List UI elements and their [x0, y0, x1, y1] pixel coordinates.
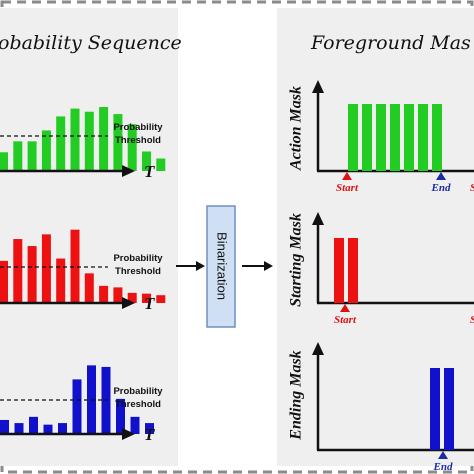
probability-bar: [156, 158, 166, 171]
probability-bar: [56, 116, 66, 171]
arrow-out-of-binarization-head: [264, 261, 273, 271]
right-panel-rows: Action Mask Start End S Starting Mask Start S E…: [288, 80, 474, 473]
mask-y-axis-arrowhead: [312, 80, 324, 93]
time-axis-arrowhead: [122, 428, 135, 440]
probability-bar: [29, 416, 38, 434]
probability-bar: [84, 273, 94, 303]
arrow-into-binarization-head: [196, 261, 205, 271]
start-marker: [340, 304, 350, 312]
probability-row-3: Probability Threshold T: [0, 365, 163, 444]
probability-bar: [127, 124, 137, 171]
mask-row-2: Starting Mask Start S: [288, 212, 474, 326]
right-panel-title: Foreground Mas: [310, 32, 471, 54]
probability-bar: [13, 141, 23, 171]
binarization-label: Binarization: [215, 232, 230, 300]
mask-bar: [376, 104, 386, 171]
end-marker: [436, 172, 446, 180]
probability-bar: [58, 423, 67, 434]
mask-row-1: Action Mask Start End S: [288, 80, 474, 194]
edge-start-label: S: [470, 182, 474, 194]
probability-bar: [99, 107, 109, 171]
probability-bar: [14, 423, 24, 434]
threshold-label-line1: Probability: [113, 122, 163, 133]
probability-bar: [145, 423, 154, 434]
start-marker: [342, 172, 352, 180]
mask-bar: [348, 238, 358, 303]
mask-row-3: Ending Mask End: [288, 342, 474, 473]
left-panel-rows: Probability Threshold T Probability Threshol…: [0, 107, 166, 444]
probability-bar: [113, 287, 123, 303]
probability-bar: [99, 285, 109, 303]
probability-bar: [0, 152, 8, 171]
threshold-label-line1: Probability: [113, 386, 163, 397]
probability-bar: [70, 108, 80, 171]
probability-bar: [56, 258, 66, 303]
probability-bar: [43, 424, 53, 434]
probability-bar: [27, 246, 37, 303]
probability-bar: [0, 419, 9, 434]
probability-bar: [0, 260, 8, 303]
time-axis-label: T: [144, 162, 155, 181]
probability-bar: [142, 293, 151, 303]
mask-bar: [432, 104, 442, 171]
end-label: End: [433, 461, 453, 473]
probability-bar: [70, 229, 80, 303]
mask-bar: [362, 104, 372, 171]
mask-bar: [348, 104, 358, 171]
time-axis-label: T: [144, 294, 155, 313]
start-label: Start: [334, 314, 357, 326]
probability-bar: [142, 151, 151, 171]
time-axis-arrowhead: [122, 297, 135, 309]
left-panel-title: obability Sequence: [0, 32, 182, 54]
mask-bar: [444, 368, 454, 450]
mask-axis-label: Starting Mask: [288, 213, 305, 307]
mask-bar: [430, 368, 440, 450]
probability-row-2: Probability Threshold T: [0, 229, 166, 313]
mask-y-axis-arrowhead: [312, 212, 324, 225]
start-label: Start: [336, 182, 359, 194]
mask-y-axis-arrowhead: [312, 342, 324, 355]
probability-bar: [72, 379, 82, 434]
threshold-label-line2: Threshold: [115, 399, 161, 410]
threshold-label-line1: Probability: [113, 253, 163, 264]
probability-bar: [13, 239, 23, 303]
mask-bar: [404, 104, 414, 171]
probability-bar: [41, 130, 51, 171]
mask-axis-label: Ending Mask: [288, 350, 305, 440]
probability-bar: [116, 398, 125, 434]
time-axis-arrowhead: [122, 165, 135, 177]
end-marker: [438, 451, 448, 459]
mask-axis-label: Action Mask: [288, 86, 305, 171]
probability-bar: [113, 114, 123, 171]
mask-bar: [418, 104, 428, 171]
threshold-label-line2: Threshold: [115, 135, 161, 146]
edge-start-label: S: [470, 314, 474, 326]
probability-bar: [84, 111, 94, 171]
probability-row-1: Probability Threshold T: [0, 107, 166, 181]
probability-bar: [130, 416, 140, 434]
threshold-label-line2: Threshold: [115, 266, 161, 277]
right-panel: [277, 8, 474, 466]
probability-bar: [41, 234, 51, 303]
time-axis-label: T: [144, 425, 155, 444]
binarization-box: [206, 205, 236, 328]
mask-bar: [334, 238, 344, 303]
probability-bar: [27, 141, 37, 171]
probability-bar: [156, 295, 166, 303]
mask-bar: [390, 104, 400, 171]
end-label: End: [431, 182, 451, 194]
probability-bar: [127, 292, 137, 303]
